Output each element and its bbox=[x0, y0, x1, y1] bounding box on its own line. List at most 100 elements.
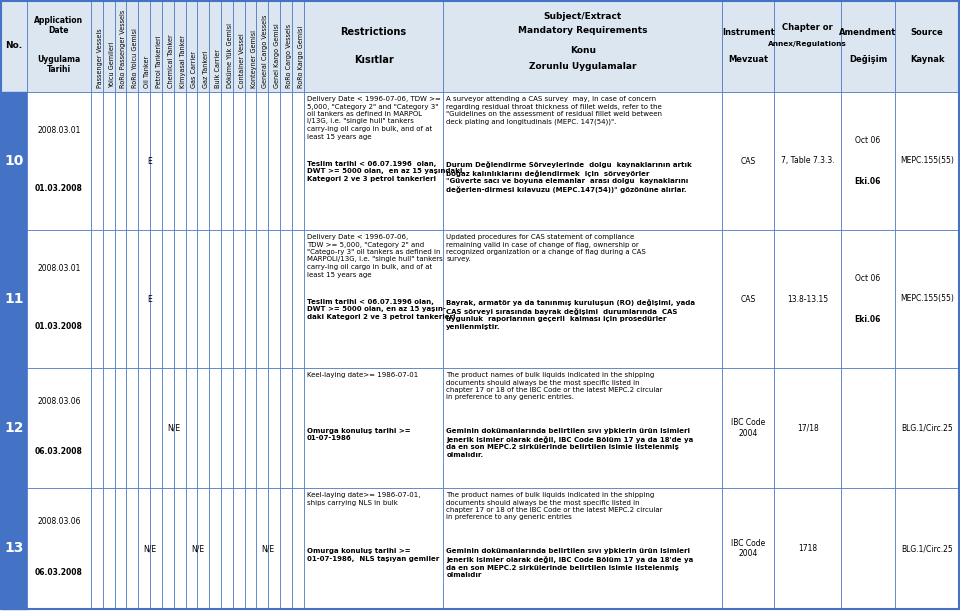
Bar bbox=[723, 0, 775, 92]
Bar bbox=[138, 230, 150, 368]
Bar bbox=[221, 92, 233, 230]
Bar bbox=[775, 230, 841, 368]
Bar bbox=[245, 92, 256, 230]
Bar bbox=[150, 92, 162, 230]
Bar bbox=[103, 488, 114, 609]
Bar bbox=[209, 488, 221, 609]
Bar bbox=[91, 92, 103, 230]
Bar bbox=[292, 230, 303, 368]
Bar bbox=[841, 230, 895, 368]
Bar bbox=[209, 92, 221, 230]
Bar bbox=[27, 488, 91, 609]
Bar bbox=[185, 0, 198, 92]
Text: MEPC.155(55): MEPC.155(55) bbox=[900, 295, 954, 304]
Text: 01.03.2008: 01.03.2008 bbox=[35, 184, 83, 193]
Bar bbox=[723, 230, 775, 368]
Bar bbox=[174, 0, 185, 92]
Text: IBC Code
2004: IBC Code 2004 bbox=[732, 419, 766, 437]
Bar bbox=[268, 368, 280, 488]
Bar bbox=[268, 0, 280, 92]
Bar bbox=[292, 92, 303, 230]
Text: Kaynak: Kaynak bbox=[910, 56, 945, 64]
Bar bbox=[841, 488, 895, 609]
Text: 01.03.2008: 01.03.2008 bbox=[35, 322, 83, 331]
Bar bbox=[174, 368, 185, 488]
Bar bbox=[174, 488, 185, 609]
Bar bbox=[256, 488, 268, 609]
Bar bbox=[723, 92, 775, 230]
Text: 1718: 1718 bbox=[798, 544, 817, 553]
Bar bbox=[245, 230, 256, 368]
Bar bbox=[256, 92, 268, 230]
Text: Kısıtlar: Kısıtlar bbox=[353, 55, 394, 65]
Text: E: E bbox=[148, 156, 153, 166]
Text: Omurga konuluş tarihi >=
01-07-1986: Omurga konuluş tarihi >= 01-07-1986 bbox=[307, 428, 411, 442]
Text: CAS: CAS bbox=[741, 295, 756, 304]
Text: 2008.03.01: 2008.03.01 bbox=[37, 264, 81, 273]
Bar bbox=[174, 92, 185, 230]
Bar bbox=[138, 488, 150, 609]
Text: 11: 11 bbox=[4, 292, 24, 306]
Text: 2008.03.06: 2008.03.06 bbox=[37, 397, 81, 406]
Text: General Cargo Vessels: General Cargo Vessels bbox=[262, 15, 269, 88]
Bar bbox=[280, 488, 292, 609]
Text: Keel-laying date>= 1986-07-01: Keel-laying date>= 1986-07-01 bbox=[307, 372, 418, 378]
Text: Chapter or: Chapter or bbox=[782, 23, 833, 32]
Bar bbox=[162, 230, 174, 368]
Text: N/E: N/E bbox=[262, 544, 275, 553]
Bar bbox=[444, 0, 723, 92]
Text: 12: 12 bbox=[4, 421, 24, 435]
Bar bbox=[198, 230, 209, 368]
Text: E: E bbox=[148, 295, 153, 304]
Bar bbox=[841, 92, 895, 230]
Text: Mevzuat: Mevzuat bbox=[729, 56, 769, 64]
Bar bbox=[185, 368, 198, 488]
Bar bbox=[895, 92, 959, 230]
Bar bbox=[198, 0, 209, 92]
Bar bbox=[150, 230, 162, 368]
Bar bbox=[292, 0, 303, 92]
Bar bbox=[174, 230, 185, 368]
Text: Chemical Tanker: Chemical Tanker bbox=[168, 34, 174, 88]
Text: 06.03.2008: 06.03.2008 bbox=[35, 447, 83, 456]
Bar bbox=[198, 92, 209, 230]
Bar bbox=[841, 368, 895, 488]
Text: 2008.03.01: 2008.03.01 bbox=[37, 126, 81, 135]
Bar bbox=[150, 488, 162, 609]
Text: Yolcu Gemileri: Yolcu Gemileri bbox=[108, 42, 114, 88]
Bar bbox=[114, 0, 127, 92]
Bar bbox=[162, 0, 174, 92]
Bar bbox=[841, 0, 895, 92]
Text: RoRo Kargo Gemisi: RoRo Kargo Gemisi bbox=[298, 26, 304, 88]
Bar bbox=[233, 0, 245, 92]
Bar bbox=[268, 230, 280, 368]
Text: Geminin dokümanlarında belirtilen sıvı yþklerin ürün isimleri
jenerik isimler ol: Geminin dokümanlarında belirtilen sıvı y… bbox=[446, 428, 693, 458]
Bar bbox=[138, 0, 150, 92]
Bar bbox=[303, 368, 444, 488]
Text: Eki.06: Eki.06 bbox=[854, 177, 881, 186]
Bar bbox=[127, 230, 138, 368]
Bar bbox=[150, 0, 162, 92]
Bar bbox=[209, 230, 221, 368]
Bar bbox=[775, 92, 841, 230]
Bar bbox=[127, 92, 138, 230]
Bar bbox=[895, 230, 959, 368]
Bar bbox=[303, 92, 444, 230]
Bar bbox=[103, 92, 114, 230]
Bar bbox=[444, 368, 723, 488]
Text: Annex/Regulations: Annex/Regulations bbox=[768, 41, 847, 47]
Bar bbox=[114, 230, 127, 368]
Bar bbox=[221, 230, 233, 368]
Bar bbox=[198, 488, 209, 609]
Text: BLG.1/Circ.25: BLG.1/Circ.25 bbox=[901, 544, 953, 553]
Bar bbox=[444, 230, 723, 368]
Text: 13: 13 bbox=[5, 541, 24, 555]
Bar bbox=[775, 368, 841, 488]
Bar bbox=[895, 368, 959, 488]
Text: Döküme Yük Gemisi: Döküme Yük Gemisi bbox=[227, 23, 233, 88]
Bar bbox=[27, 230, 91, 368]
Bar bbox=[209, 0, 221, 92]
Text: Oct 06: Oct 06 bbox=[855, 274, 880, 283]
Bar bbox=[185, 92, 198, 230]
Bar bbox=[256, 368, 268, 488]
